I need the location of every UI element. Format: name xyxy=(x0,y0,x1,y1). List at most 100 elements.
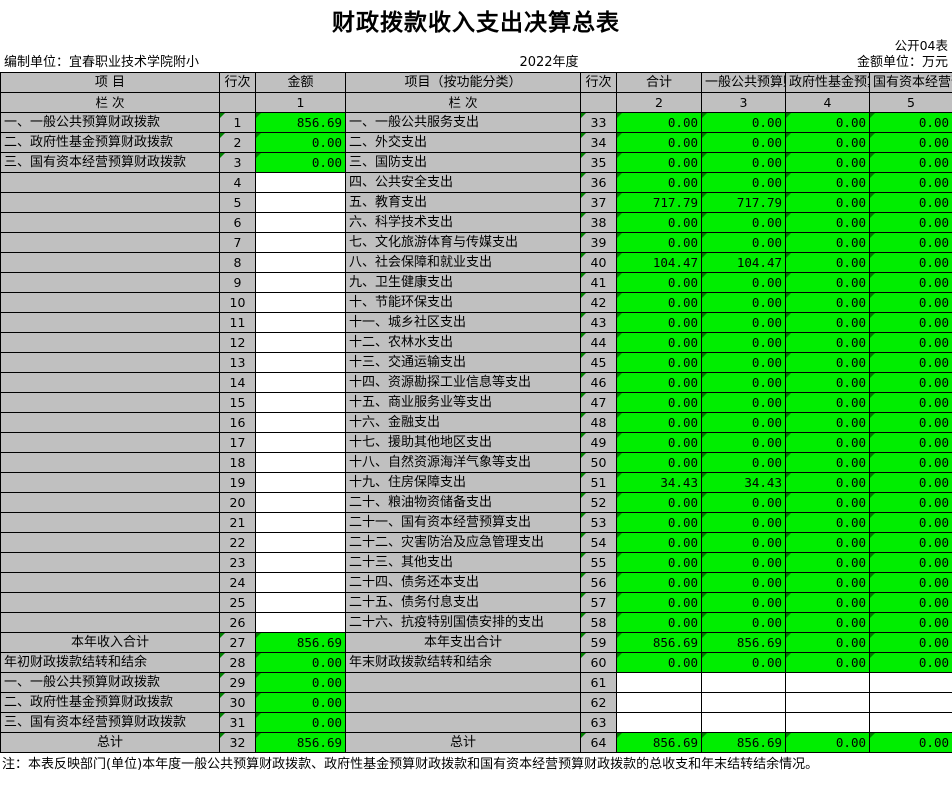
expense-total-cell[interactable]: 0.00 xyxy=(616,532,702,553)
expense-capital-cell[interactable]: 0.00 xyxy=(869,332,952,353)
expense-general-cell[interactable]: 0.00 xyxy=(701,512,786,533)
income-amount-cell[interactable] xyxy=(255,552,346,573)
expense-total-cell[interactable]: 0.00 xyxy=(616,272,702,293)
income-amount-cell[interactable]: 0.00 xyxy=(255,692,346,713)
expense-capital-cell[interactable]: 0.00 xyxy=(869,732,952,753)
expense-total-cell[interactable]: 0.00 xyxy=(616,412,702,433)
income-amount-cell[interactable]: 0.00 xyxy=(255,672,346,693)
expense-capital-cell[interactable]: 0.00 xyxy=(869,252,952,273)
expense-general-cell[interactable]: 0.00 xyxy=(701,432,786,453)
expense-total-cell[interactable]: 0.00 xyxy=(616,372,702,393)
expense-general-cell[interactable]: 0.00 xyxy=(701,312,786,333)
income-amount-cell[interactable]: 0.00 xyxy=(255,152,346,173)
expense-fund-cell[interactable]: 0.00 xyxy=(785,472,870,493)
expense-general-cell[interactable]: 856.69 xyxy=(701,732,786,753)
expense-total-cell[interactable] xyxy=(616,692,702,713)
expense-capital-cell[interactable] xyxy=(869,672,952,693)
expense-general-cell[interactable]: 0.00 xyxy=(701,232,786,253)
expense-capital-cell[interactable]: 0.00 xyxy=(869,532,952,553)
income-amount-cell[interactable] xyxy=(255,412,346,433)
expense-general-cell[interactable]: 0.00 xyxy=(701,392,786,413)
expense-general-cell[interactable]: 856.69 xyxy=(701,632,786,653)
expense-general-cell[interactable] xyxy=(701,692,786,713)
expense-total-cell[interactable]: 0.00 xyxy=(616,352,702,373)
income-amount-cell[interactable]: 856.69 xyxy=(255,632,346,653)
expense-capital-cell[interactable]: 0.00 xyxy=(869,572,952,593)
expense-general-cell[interactable]: 34.43 xyxy=(701,472,786,493)
expense-capital-cell[interactable]: 0.00 xyxy=(869,652,952,673)
expense-capital-cell[interactable]: 0.00 xyxy=(869,612,952,633)
expense-general-cell[interactable]: 0.00 xyxy=(701,332,786,353)
expense-general-cell[interactable] xyxy=(701,712,786,733)
expense-total-cell[interactable]: 0.00 xyxy=(616,572,702,593)
expense-capital-cell[interactable]: 0.00 xyxy=(869,452,952,473)
expense-capital-cell[interactable]: 0.00 xyxy=(869,512,952,533)
expense-total-cell[interactable]: 717.79 xyxy=(616,192,702,213)
expense-fund-cell[interactable]: 0.00 xyxy=(785,152,870,173)
expense-general-cell[interactable]: 0.00 xyxy=(701,292,786,313)
expense-fund-cell[interactable]: 0.00 xyxy=(785,652,870,673)
expense-total-cell[interactable]: 0.00 xyxy=(616,212,702,233)
income-amount-cell[interactable] xyxy=(255,532,346,553)
income-amount-cell[interactable] xyxy=(255,212,346,233)
expense-general-cell[interactable]: 0.00 xyxy=(701,132,786,153)
expense-fund-cell[interactable]: 0.00 xyxy=(785,532,870,553)
expense-fund-cell[interactable]: 0.00 xyxy=(785,232,870,253)
expense-general-cell[interactable]: 0.00 xyxy=(701,532,786,553)
expense-total-cell[interactable]: 0.00 xyxy=(616,152,702,173)
expense-capital-cell[interactable]: 0.00 xyxy=(869,112,952,133)
income-amount-cell[interactable] xyxy=(255,232,346,253)
expense-capital-cell[interactable]: 0.00 xyxy=(869,132,952,153)
expense-fund-cell[interactable]: 0.00 xyxy=(785,292,870,313)
expense-capital-cell[interactable]: 0.00 xyxy=(869,432,952,453)
expense-total-cell[interactable]: 0.00 xyxy=(616,232,702,253)
expense-total-cell[interactable]: 0.00 xyxy=(616,172,702,193)
income-amount-cell[interactable] xyxy=(255,432,346,453)
income-amount-cell[interactable] xyxy=(255,472,346,493)
expense-fund-cell[interactable]: 0.00 xyxy=(785,592,870,613)
income-amount-cell[interactable]: 856.69 xyxy=(255,732,346,753)
expense-total-cell[interactable] xyxy=(616,712,702,733)
income-amount-cell[interactable] xyxy=(255,512,346,533)
expense-fund-cell[interactable]: 0.00 xyxy=(785,552,870,573)
expense-total-cell[interactable]: 856.69 xyxy=(616,732,702,753)
expense-total-cell[interactable]: 0.00 xyxy=(616,492,702,513)
expense-fund-cell[interactable]: 0.00 xyxy=(785,372,870,393)
expense-capital-cell[interactable]: 0.00 xyxy=(869,152,952,173)
expense-fund-cell[interactable]: 0.00 xyxy=(785,492,870,513)
expense-total-cell[interactable]: 856.69 xyxy=(616,632,702,653)
expense-fund-cell[interactable]: 0.00 xyxy=(785,612,870,633)
expense-fund-cell[interactable]: 0.00 xyxy=(785,172,870,193)
expense-total-cell[interactable]: 0.00 xyxy=(616,552,702,573)
expense-general-cell[interactable]: 0.00 xyxy=(701,412,786,433)
expense-general-cell[interactable]: 0.00 xyxy=(701,152,786,173)
income-amount-cell[interactable] xyxy=(255,572,346,593)
expense-total-cell[interactable]: 0.00 xyxy=(616,452,702,473)
expense-fund-cell[interactable]: 0.00 xyxy=(785,132,870,153)
expense-general-cell[interactable] xyxy=(701,672,786,693)
income-amount-cell[interactable] xyxy=(255,492,346,513)
expense-capital-cell[interactable]: 0.00 xyxy=(869,412,952,433)
expense-fund-cell[interactable]: 0.00 xyxy=(785,212,870,233)
expense-capital-cell[interactable]: 0.00 xyxy=(869,472,952,493)
expense-general-cell[interactable]: 0.00 xyxy=(701,492,786,513)
expense-total-cell[interactable]: 104.47 xyxy=(616,252,702,273)
expense-total-cell[interactable]: 0.00 xyxy=(616,332,702,353)
income-amount-cell[interactable] xyxy=(255,372,346,393)
expense-fund-cell[interactable]: 0.00 xyxy=(785,412,870,433)
expense-fund-cell[interactable]: 0.00 xyxy=(785,632,870,653)
expense-capital-cell[interactable] xyxy=(869,712,952,733)
expense-fund-cell[interactable]: 0.00 xyxy=(785,252,870,273)
expense-fund-cell[interactable]: 0.00 xyxy=(785,452,870,473)
expense-general-cell[interactable]: 0.00 xyxy=(701,372,786,393)
income-amount-cell[interactable] xyxy=(255,612,346,633)
expense-total-cell[interactable]: 0.00 xyxy=(616,652,702,673)
expense-capital-cell[interactable]: 0.00 xyxy=(869,292,952,313)
expense-fund-cell[interactable]: 0.00 xyxy=(785,272,870,293)
expense-capital-cell[interactable]: 0.00 xyxy=(869,552,952,573)
income-amount-cell[interactable]: 856.69 xyxy=(255,112,346,133)
expense-fund-cell[interactable]: 0.00 xyxy=(785,432,870,453)
expense-total-cell[interactable]: 34.43 xyxy=(616,472,702,493)
expense-fund-cell[interactable]: 0.00 xyxy=(785,732,870,753)
income-amount-cell[interactable] xyxy=(255,452,346,473)
